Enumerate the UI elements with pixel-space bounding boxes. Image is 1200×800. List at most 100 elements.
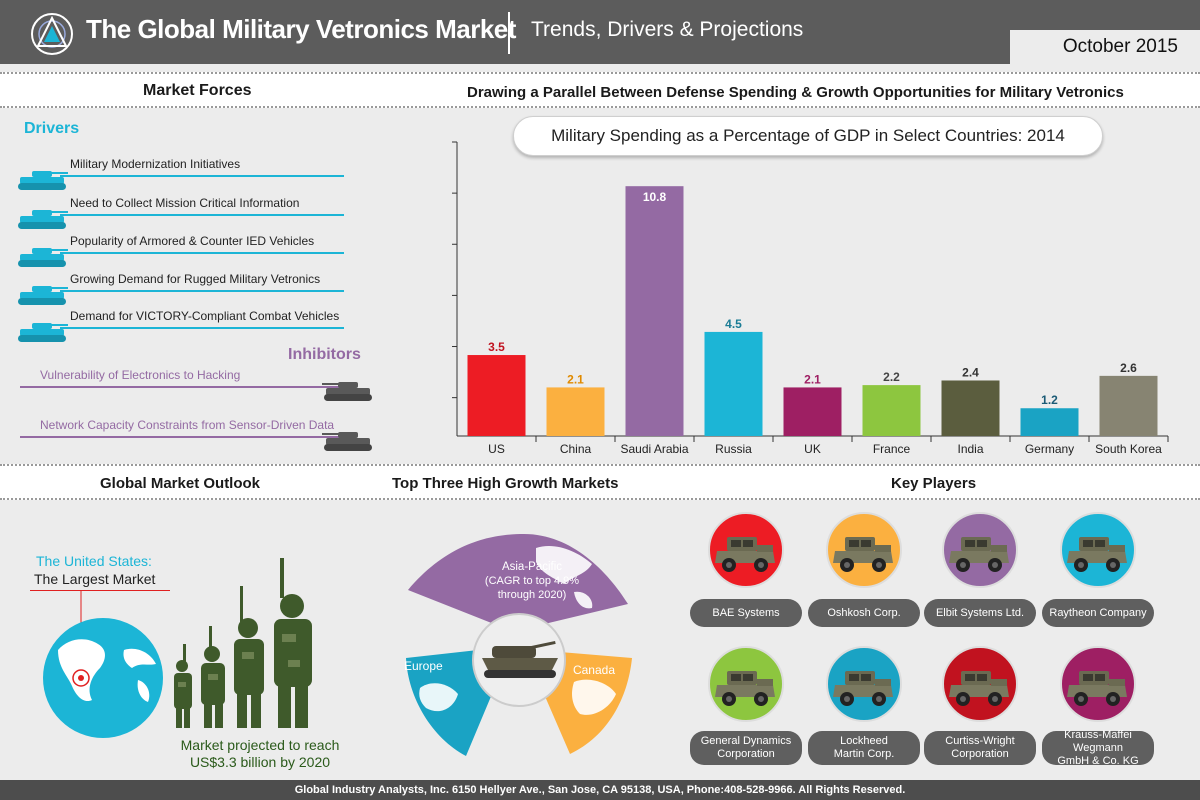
inhibitor-item: Network Capacity Constraints from Sensor… — [20, 418, 372, 452]
player-name-label: General Dynamics Corporation — [690, 731, 802, 765]
driver-item: Demand for VICTORY-Compliant Combat Vehi… — [18, 309, 344, 342]
inhibitor-label: Network Capacity Constraints from Sensor… — [40, 418, 335, 432]
us-label-primary: The United States: — [36, 553, 152, 569]
x-tick-label: Germany — [1025, 442, 1074, 456]
canada-label: Canada — [573, 663, 615, 677]
player-name-line: GmbH & Co. KG — [1057, 754, 1139, 767]
tank-icon — [322, 382, 372, 401]
tank-icon — [18, 286, 68, 305]
tank-icon — [18, 248, 68, 267]
bar-value-label: 2.1 — [567, 372, 584, 386]
player-humvee-icon — [1059, 511, 1137, 589]
bar-russia — [704, 331, 763, 436]
spending-bar-chart: 3.5 US 2.1 China 10.8 Saudi Arabia 4.5 Russia 2.… — [452, 141, 1169, 456]
drivers-heading: Drivers — [24, 120, 80, 137]
inhibitor-item: Vulnerability of Electronics to Hacking — [20, 368, 372, 402]
bar-us — [467, 355, 526, 436]
footer: Global Industry Analysts, Inc. 6150 Hell… — [0, 780, 1200, 800]
bar-saudi-arabia — [625, 186, 684, 436]
page-subtitle: Trends, Drivers & Projections — [531, 18, 804, 41]
driver-label: Growing Demand for Rugged Military Vetro… — [70, 272, 321, 286]
driver-label: Military Modernization Initiatives — [70, 157, 241, 171]
canada-map-icon — [572, 679, 616, 715]
bar-france — [862, 385, 921, 436]
us-label-underline — [30, 590, 170, 591]
top-section-bar: Market Forces Drawing a Parallel Between… — [0, 72, 1200, 108]
parallel-heading: Drawing a Parallel Between Defense Spend… — [467, 84, 1124, 101]
driver-underline — [60, 175, 344, 177]
asia-pacific-cagr-label: (CAGR to top 4.9% — [485, 575, 579, 587]
player-name-label: Krauss-Maffei Wegmann GmbH & Co. KG — [1042, 728, 1154, 767]
date-panel — [1010, 30, 1200, 64]
bar-uk — [783, 387, 842, 436]
driver-item: Growing Demand for Rugged Military Vetro… — [18, 272, 344, 305]
driver-item: Need to Collect Mission Critical Informa… — [18, 196, 344, 229]
driver-item: Military Modernization Initiatives — [18, 157, 344, 190]
driver-underline — [60, 252, 344, 254]
bar-india — [941, 380, 1000, 436]
page-title: The Global Military Vetronics Market — [86, 14, 516, 44]
europe-label: Europe — [404, 659, 443, 673]
asia-pacific-period-label: through 2020) — [498, 589, 567, 601]
x-tick-label: US — [488, 442, 505, 456]
bar-value-label: 4.5 — [725, 317, 742, 331]
player-name-line: Krauss-Maffei Wegmann — [1064, 728, 1132, 754]
driver-underline — [60, 327, 344, 329]
x-tick-label: Russia — [715, 442, 752, 456]
player-name-label: BAE Systems — [690, 599, 802, 627]
player-humvee-icon — [1059, 645, 1137, 723]
bar-value-label: 2.6 — [1120, 361, 1137, 375]
player-humvee-icon — [825, 511, 903, 589]
player-humvee-icon — [941, 511, 1019, 589]
header-separator — [508, 12, 510, 54]
inhibitor-underline — [20, 436, 340, 438]
player-name-line: General Dynamics — [700, 735, 792, 747]
tank-icon — [18, 210, 68, 229]
player-name-label: Raytheon Company — [1042, 599, 1154, 627]
player-name-label: Curtiss-Wright Corporation — [924, 731, 1036, 765]
us-label-secondary: The Largest Market — [34, 571, 156, 587]
outlook-heading: Global Market Outlook — [100, 475, 261, 492]
bar-south-korea — [1099, 375, 1158, 436]
tank-icon — [18, 171, 68, 190]
x-tick-label: UK — [804, 442, 821, 456]
inhibitors-heading: Inhibitors — [288, 346, 361, 363]
driver-label: Demand for VICTORY-Compliant Combat Vehi… — [70, 309, 340, 323]
chart-title: Military Spending as a Percentage of GDP… — [513, 116, 1103, 156]
bar-value-label: 2.1 — [804, 372, 821, 386]
main-battle-tank-icon — [482, 640, 558, 678]
player-name-line: Corporation — [951, 748, 1009, 760]
player-name-label: Oshkosh Corp. — [808, 599, 920, 627]
bar-china — [546, 387, 605, 436]
driver-underline — [60, 214, 344, 216]
tank-icon — [322, 432, 372, 451]
player-name-line: Martin Corp. — [833, 748, 895, 760]
bar-germany — [1020, 408, 1079, 436]
driver-underline — [60, 290, 344, 292]
soldiers-silhouette-icon — [174, 558, 312, 728]
bar-value-label: 3.5 — [488, 340, 505, 354]
player-name-line: Lockheed — [840, 735, 888, 747]
player-name-line: Curtiss-Wright — [945, 735, 1015, 747]
key-players-band-1 — [698, 599, 1168, 627]
x-tick-label: China — [560, 442, 592, 456]
market-projection: Market projected to reach US$3.3 billion… — [180, 737, 340, 770]
tank-icon — [18, 323, 68, 342]
bar-value-label: 10.8 — [643, 190, 667, 204]
top-three-heading: Top Three High Growth Markets — [392, 475, 619, 492]
x-tick-label: India — [957, 442, 983, 456]
key-players-heading: Key Players — [891, 475, 977, 492]
driver-item: Popularity of Armored & Counter IED Vehi… — [18, 234, 344, 267]
gia-logo-icon — [31, 13, 73, 55]
driver-label: Need to Collect Mission Critical Informa… — [70, 196, 300, 210]
globe-icon — [43, 590, 163, 738]
bar-value-label: 2.4 — [962, 365, 979, 379]
player-name-label: Lockheed Martin Corp. — [808, 731, 920, 765]
player-humvee-icon — [941, 645, 1019, 723]
report-date: October 2015 — [1062, 36, 1178, 57]
growth-markets-wheel: Asia-Pacific (CAGR to top 4.9% through 2… — [404, 534, 632, 756]
asia-pacific-label: Asia-Pacific — [502, 561, 562, 573]
player-name-label: Elbit Systems Ltd. — [924, 599, 1036, 627]
europe-map-icon — [419, 683, 458, 712]
player-humvee-icon — [707, 511, 785, 589]
